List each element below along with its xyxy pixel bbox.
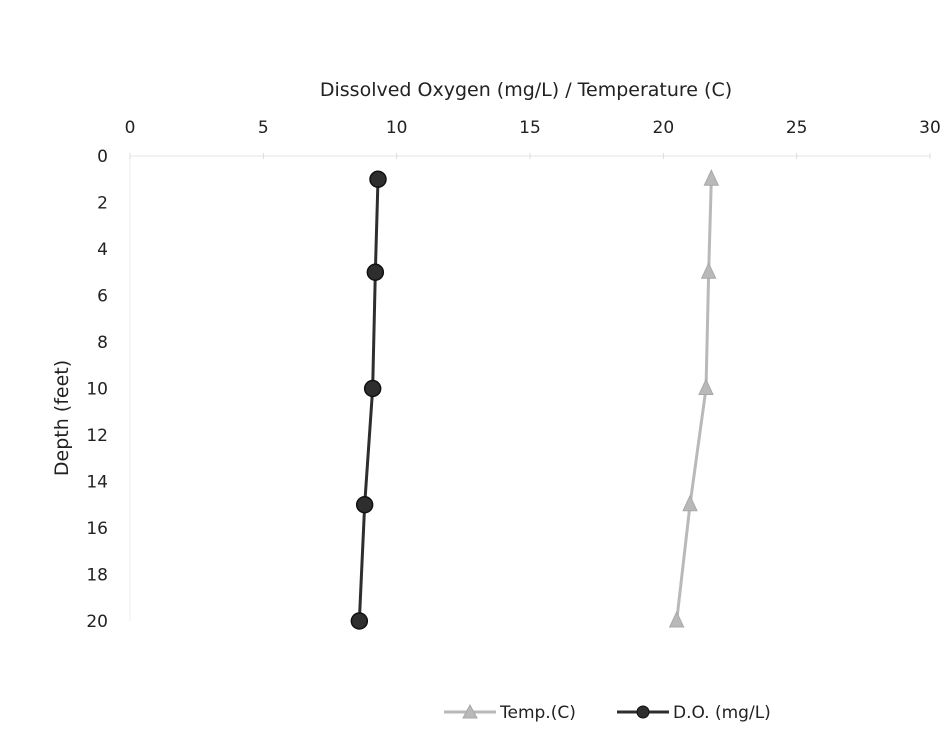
y-tick-label: 16 [86,519,108,539]
legend-circle-marker [636,705,650,719]
x-axis-label: Dissolved Oxygen (mg/L) / Temperature (C… [320,79,732,101]
temp-point-marker [703,169,720,186]
do-point-marker [363,379,382,398]
legend-triangle-marker [462,703,478,719]
do-point-marker [350,612,369,630]
series-line [357,179,380,622]
legend-item: D.O. (mg/L) [617,703,771,723]
y-tick-label: 0 [97,147,108,167]
y-axis-label: Depth (feet) [51,360,73,476]
y-tick-label: 2 [97,194,108,214]
y-tick-label: 12 [86,426,108,446]
legend-label: Temp.(C) [499,703,576,723]
x-tick-label: 15 [519,118,541,138]
y-tick-label: 10 [86,380,108,400]
legend: Temp.(C) D.O. (mg/L) [444,703,771,723]
y-tick-labels: 0 2 4 6 8 10 12 14 16 18 20 [86,147,108,632]
series-temperature [668,169,720,628]
y-tick-label: 20 [86,612,108,632]
x-tick-labels: 0 5 10 15 20 25 30 [125,118,941,159]
temp-point-marker [682,494,698,512]
y-tick-label: 4 [97,240,108,260]
series-line [675,179,713,622]
temp-point-marker [698,378,714,395]
do-point-marker [366,263,385,281]
x-tick-label: 0 [125,118,136,138]
y-tick-label: 8 [97,333,108,353]
x-tick-label: 20 [653,118,675,138]
x-tick-label: 5 [258,118,269,138]
legend-item: Temp.(C) [444,703,576,723]
series-dissolved-oxygen [350,170,387,630]
y-tick-label: 6 [97,287,108,307]
x-tick-label: 10 [386,118,408,138]
temp-point-marker [668,610,685,628]
do-point-marker [355,496,374,514]
do-point-marker [369,170,387,188]
y-tick-label: 18 [86,566,108,586]
y-tick-label: 14 [86,473,108,493]
series-layer [350,169,720,630]
plot-frame [129,155,930,621]
x-tick-label: 25 [786,118,808,138]
legend-label: D.O. (mg/L) [673,703,771,723]
temp-point-marker [700,262,717,279]
x-tick-label: 30 [919,118,941,138]
